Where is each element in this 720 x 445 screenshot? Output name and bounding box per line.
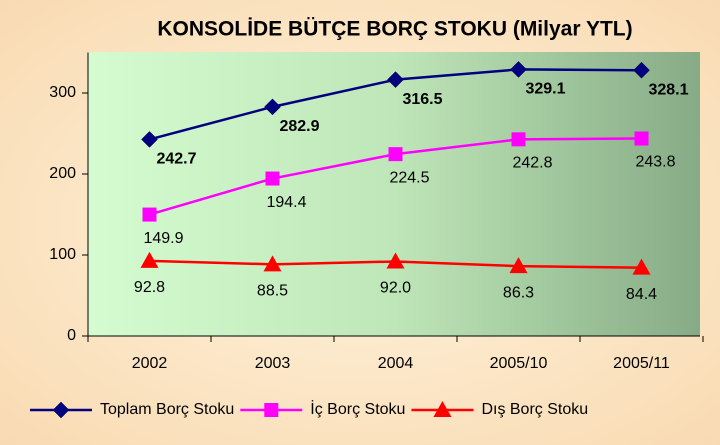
x-tick-label: 2005/10 [490,355,548,372]
y-tick-label: 200 [49,165,76,182]
data-point [142,207,157,222]
data-label: 224.5 [389,169,429,186]
x-tick-label: 2003 [255,355,291,372]
legend-marker [433,401,452,417]
legend-marker [264,403,279,417]
data-point [265,171,280,186]
data-point [141,131,158,148]
data-point [387,71,404,88]
data-label: 282.9 [279,118,319,135]
data-label: 243.8 [635,154,675,171]
y-tick-label: 300 [49,84,76,101]
y-tick-label: 100 [49,246,76,263]
data-label: 92.0 [380,280,411,297]
data-point [386,252,405,269]
legend-label: İç Borç Stoku [310,399,405,418]
data-label: 88.5 [257,283,288,300]
data-point [509,257,528,274]
data-label: 316.5 [402,91,442,108]
data-label: 242.8 [512,155,552,172]
data-label: 86.3 [503,284,534,301]
data-point [633,61,650,79]
y-tick-label: 0 [67,327,76,344]
data-label: 328.1 [648,81,688,98]
data-label: 329.1 [525,81,565,98]
data-label: 149.9 [143,230,183,247]
x-tick-label: 2002 [132,355,168,372]
x-tick-label: 2004 [378,355,414,372]
data-point [511,132,526,147]
plot-area [88,52,700,336]
legend-label: Dış Borç Stoku [481,401,588,418]
data-label: 242.7 [156,151,196,168]
data-point [264,98,281,116]
data-point [263,255,282,272]
data-point [632,258,651,275]
legend-label: Toplam Borç Stoku [100,401,234,418]
data-point [388,147,403,162]
data-label: 92.8 [134,279,165,296]
x-tick-label: 2005/11 [613,355,670,372]
data-point [140,251,159,268]
data-point [634,131,649,146]
data-label: 84.4 [626,286,657,303]
data-point [510,61,527,78]
legend-marker [52,401,70,419]
chart-title: KONSOLİDE BÜTÇE BORÇ STOKU (Milyar YTL) [157,18,632,41]
data-label: 194.4 [266,194,306,211]
